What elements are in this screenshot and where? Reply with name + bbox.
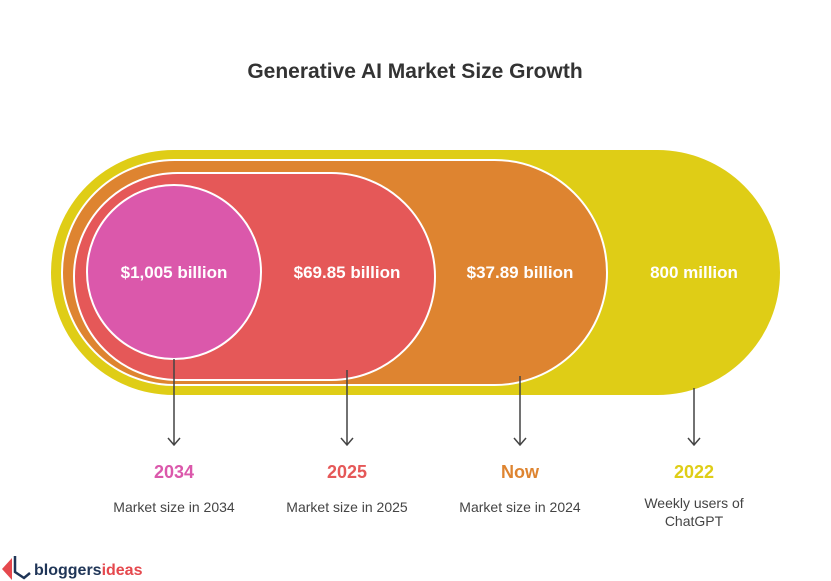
arrow-2034 — [167, 359, 181, 447]
desc-2034: Market size in 2034 — [113, 499, 235, 515]
diagram-title: Generative AI Market Size Growth — [247, 60, 582, 83]
desc-2025: Market size in 2025 — [286, 499, 408, 515]
arrow-2022 — [687, 388, 701, 447]
logo-text-ideas: ideas — [102, 562, 143, 579]
bloggersideas-logo: bloggersideas — [2, 556, 143, 580]
desc-2022-line1: Weekly users of — [644, 495, 743, 511]
year-2034: 2034 — [154, 462, 194, 482]
value-2025: $69.85 billion — [294, 263, 401, 282]
desc-now: Market size in 2024 — [459, 499, 581, 515]
arrow-2025 — [340, 370, 354, 447]
logo-text-bloggers: bloggers — [34, 562, 102, 579]
year-2025: 2025 — [327, 462, 367, 482]
desc-2022-line2: ChatGPT — [665, 513, 724, 529]
value-2022: 800 million — [650, 263, 738, 282]
svg-text:bloggersideas: bloggersideas — [34, 562, 143, 579]
value-2034: $1,005 billion — [121, 263, 228, 282]
year-2022: 2022 — [674, 462, 714, 482]
arrow-now — [513, 376, 527, 447]
year-now: Now — [501, 462, 540, 482]
logo-icon — [2, 558, 12, 580]
value-now: $37.89 billion — [467, 263, 574, 282]
